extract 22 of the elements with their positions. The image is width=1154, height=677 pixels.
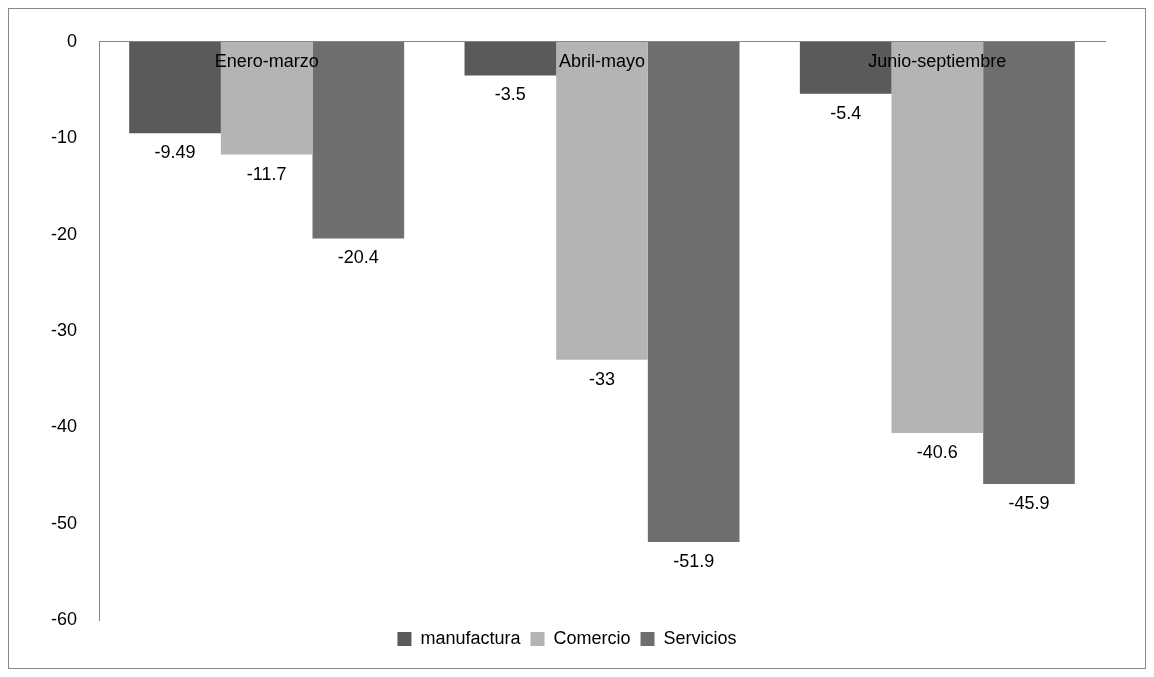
data-label: -20.4 [337, 247, 379, 268]
y-tick-label: -40 [51, 416, 78, 437]
legend-label: manufactura [420, 627, 522, 648]
y-tick-label: -10 [51, 127, 78, 148]
x-tick-label: Abril-mayo [558, 50, 646, 71]
data-label: -51.9 [673, 550, 715, 571]
data-label: -45.9 [1008, 493, 1050, 514]
x-tick-label: Junio-septiembre [868, 50, 1007, 71]
legend-label: Servicios [663, 627, 737, 648]
data-label: -9.49 [154, 142, 196, 163]
data-label: -33 [589, 368, 616, 389]
legend-label: Comercio [553, 627, 631, 648]
x-tick-label: Enero-marzo [214, 50, 319, 71]
y-tick-label: -20 [51, 223, 78, 244]
y-tick-label: -50 [51, 512, 78, 533]
data-label: -5.4 [830, 102, 862, 123]
y-tick-label: 0 [67, 30, 78, 51]
data-label: -40.6 [916, 442, 958, 463]
data-label: -11.7 [246, 163, 287, 184]
data-label: -3.5 [494, 84, 526, 105]
y-tick-label: -60 [51, 608, 78, 629]
y-tick-label: -30 [51, 319, 78, 340]
